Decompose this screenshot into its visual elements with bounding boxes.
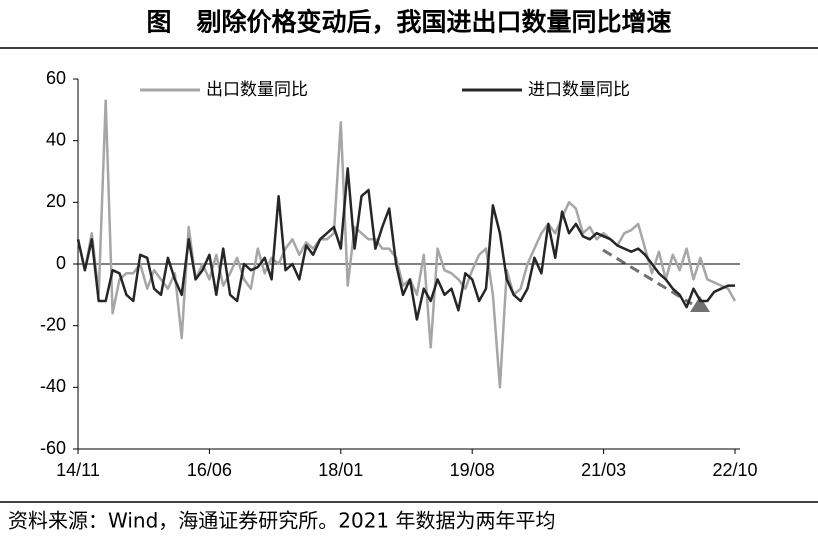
y-tick-label: -60 bbox=[40, 438, 66, 458]
series-line bbox=[76, 99, 737, 389]
source-note: 资料来源：Wind，海通证券研究所。2021 年数据为两年平均 bbox=[8, 509, 556, 533]
x-tick-label: 18/01 bbox=[318, 460, 363, 480]
x-tick-label: 22/10 bbox=[712, 460, 757, 480]
arrow-head bbox=[690, 296, 710, 312]
legend-label: 进口数量同比 bbox=[528, 80, 630, 100]
chart-title: 图 剔除价格变动后，我国进出口数量同比增速 bbox=[146, 8, 671, 37]
legend-label: 出口数量同比 bbox=[206, 80, 308, 100]
y-tick-label: -40 bbox=[40, 376, 66, 396]
x-tick-label: 21/03 bbox=[581, 460, 626, 480]
x-tick-label: 16/06 bbox=[187, 460, 232, 480]
x-tick-label: 19/08 bbox=[450, 460, 495, 480]
series-line bbox=[76, 167, 735, 321]
y-tick-label: 0 bbox=[56, 253, 66, 273]
y-tick-label: 40 bbox=[46, 129, 66, 149]
y-tick-label: 20 bbox=[46, 191, 66, 211]
y-tick-label: 60 bbox=[46, 68, 66, 88]
trend-arrow bbox=[602, 248, 693, 306]
x-tick-label: 14/11 bbox=[56, 460, 100, 480]
y-tick-label: -20 bbox=[40, 314, 66, 334]
